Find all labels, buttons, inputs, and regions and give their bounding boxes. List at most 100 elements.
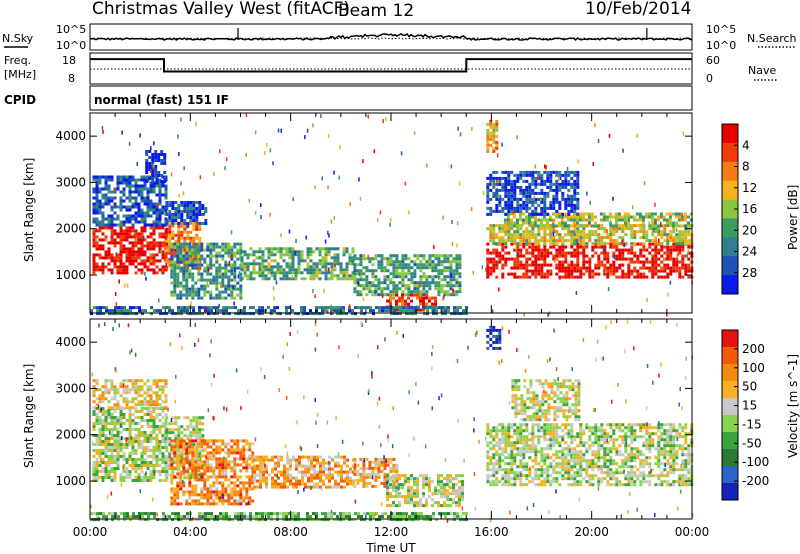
data-cell bbox=[660, 233, 664, 237]
data-cell bbox=[543, 212, 547, 216]
data-cell bbox=[215, 457, 219, 461]
data-cell bbox=[570, 245, 574, 249]
data-cell bbox=[128, 235, 132, 239]
data-cell bbox=[173, 457, 177, 461]
data-cell bbox=[143, 178, 147, 182]
data-cell bbox=[171, 428, 175, 432]
data-cell bbox=[113, 238, 117, 242]
data-cell bbox=[95, 199, 99, 203]
data-cell bbox=[602, 215, 606, 219]
data-cell bbox=[131, 223, 135, 227]
data-cell bbox=[119, 202, 123, 206]
data-cell bbox=[188, 260, 192, 264]
data-cell bbox=[155, 425, 159, 428]
data-cell bbox=[657, 251, 661, 255]
data-cell bbox=[359, 272, 363, 276]
data-cell bbox=[410, 281, 414, 285]
data-cell bbox=[116, 461, 120, 464]
data-speckle bbox=[305, 235, 307, 240]
data-cell bbox=[170, 475, 174, 479]
data-cell bbox=[452, 257, 456, 261]
data-cell bbox=[531, 272, 535, 276]
data-cell bbox=[165, 245, 169, 249]
data-cell bbox=[609, 269, 613, 273]
data-cell bbox=[425, 266, 429, 270]
data-cell bbox=[227, 454, 231, 458]
data-cell bbox=[174, 312, 177, 316]
data-cell bbox=[380, 257, 384, 261]
data-cell bbox=[650, 221, 654, 225]
data-cell bbox=[194, 463, 198, 467]
data-speckle bbox=[178, 152, 180, 156]
data-cell bbox=[648, 239, 652, 243]
data-cell bbox=[386, 257, 390, 261]
data-cell bbox=[591, 242, 595, 246]
data-cell bbox=[218, 463, 222, 467]
data-cell bbox=[188, 484, 192, 488]
data-cell bbox=[521, 218, 525, 222]
data-cell bbox=[197, 478, 201, 482]
data-cell bbox=[371, 269, 375, 273]
data-cell bbox=[249, 274, 253, 278]
data-cell bbox=[606, 254, 610, 258]
data-cell bbox=[164, 394, 168, 398]
data-cell bbox=[678, 233, 682, 237]
data-cell bbox=[125, 265, 129, 269]
data-cell bbox=[582, 242, 586, 246]
data-cell bbox=[440, 272, 444, 276]
data-cell bbox=[168, 473, 172, 477]
data-cell bbox=[533, 221, 537, 225]
data-cell bbox=[183, 248, 187, 252]
data-cell bbox=[633, 242, 637, 246]
data-cell bbox=[218, 269, 222, 273]
data-cell bbox=[188, 481, 192, 485]
data-cell bbox=[198, 236, 202, 240]
frequency-panel: Freq. [MHz] 18 8 60 0 Nave bbox=[4, 52, 778, 85]
data-cell bbox=[309, 309, 312, 313]
data-cell bbox=[189, 213, 193, 216]
data-cell bbox=[161, 458, 165, 461]
data-cell bbox=[383, 287, 387, 291]
data-cell bbox=[312, 271, 316, 275]
data-cell bbox=[165, 306, 168, 310]
data-cell bbox=[351, 312, 354, 316]
data-cell bbox=[630, 236, 634, 240]
data-cell bbox=[597, 236, 601, 240]
noise-right-tick-bottom: 10^0 bbox=[706, 39, 736, 52]
data-cell bbox=[200, 454, 204, 458]
data-cell bbox=[581, 218, 585, 222]
data-cell bbox=[339, 262, 343, 266]
data-cell bbox=[531, 233, 535, 237]
data-cell bbox=[177, 434, 181, 438]
data-cell bbox=[446, 269, 450, 273]
data-cell bbox=[386, 263, 390, 267]
data-cell bbox=[173, 493, 177, 497]
data-cell bbox=[113, 455, 117, 458]
data-cell bbox=[107, 178, 111, 182]
data-cell bbox=[570, 233, 574, 237]
data-cell bbox=[198, 224, 202, 228]
data-cell bbox=[92, 410, 96, 413]
data-cell bbox=[407, 287, 411, 291]
data-cell bbox=[564, 251, 568, 255]
data-cell bbox=[104, 193, 108, 197]
data-cell bbox=[125, 379, 129, 383]
data-cell bbox=[206, 263, 210, 267]
data-cell bbox=[95, 268, 99, 272]
data-cell bbox=[555, 194, 559, 198]
data-cell bbox=[151, 180, 155, 183]
data-cell bbox=[104, 470, 108, 473]
data-cell bbox=[576, 197, 580, 201]
data-cell bbox=[561, 185, 565, 189]
data-cell bbox=[564, 227, 568, 231]
data-cell bbox=[137, 247, 141, 251]
data-cell bbox=[318, 262, 322, 266]
data-cell bbox=[92, 470, 96, 473]
data-cell bbox=[131, 205, 135, 209]
data-cell bbox=[570, 242, 574, 246]
data-cell bbox=[362, 257, 366, 261]
data-cell bbox=[122, 232, 126, 236]
data-cell bbox=[98, 416, 102, 419]
data-cell bbox=[531, 200, 535, 204]
data-cell bbox=[165, 257, 169, 261]
